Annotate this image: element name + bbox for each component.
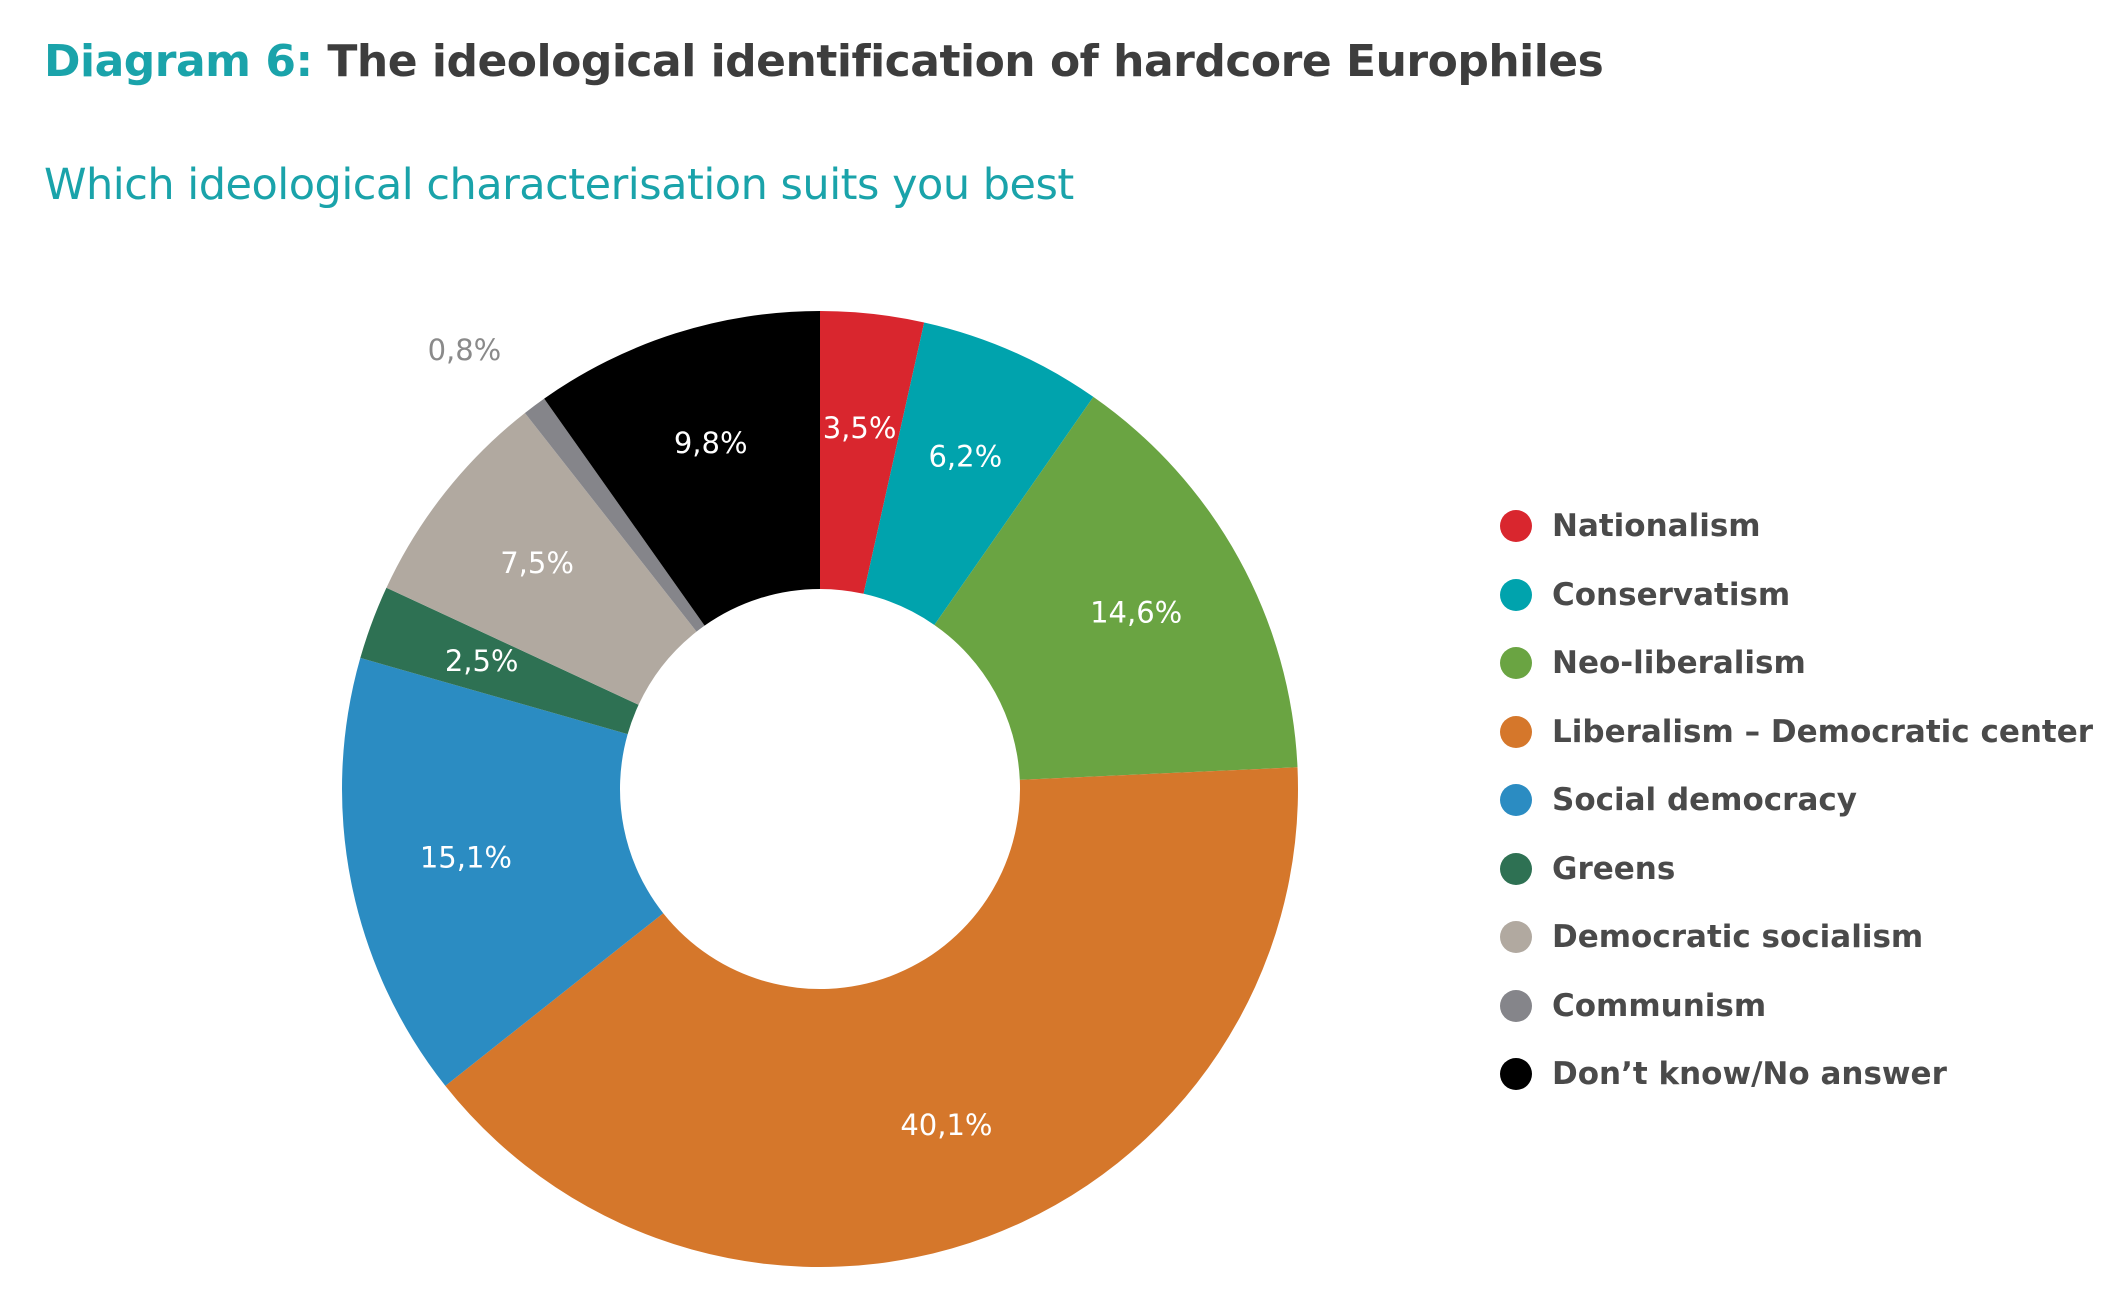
legend-item-nationalism: Nationalism bbox=[1500, 492, 2093, 561]
legend-label: Nationalism bbox=[1552, 508, 1761, 545]
slice-communism bbox=[524, 398, 705, 632]
slice-social-democracy bbox=[341, 657, 664, 1086]
data-label-social-democracy: 15,1% bbox=[420, 840, 512, 874]
slice-nationalism bbox=[820, 311, 925, 594]
legend-item-conservatism: Conservatism bbox=[1500, 561, 2093, 630]
legend-swatch bbox=[1500, 1058, 1532, 1091]
data-label-communism: 0,8% bbox=[428, 333, 502, 367]
data-label-liberalism-democratic-center: 40,1% bbox=[900, 1108, 992, 1142]
legend-label: Liberalism – Democratic center bbox=[1552, 713, 2094, 750]
legend-label: Don’t know/No answer bbox=[1552, 1056, 1947, 1093]
slice-democratic-socialism bbox=[386, 412, 697, 705]
chart-title-text: The ideological identification of hardco… bbox=[327, 36, 1604, 87]
legend-swatch bbox=[1500, 715, 1532, 748]
slice-liberalism-democratic-center bbox=[445, 767, 1298, 1268]
data-label-greens: 2,5% bbox=[445, 644, 519, 678]
donut-chart: 3,5% 6,2% 14,6% 40,1% 15,1% 2,5% 7,5% 0,8% 9,8% bbox=[341, 311, 1298, 1268]
legend-swatch bbox=[1500, 784, 1532, 817]
legend-label: Communism bbox=[1552, 987, 1767, 1024]
legend-swatch bbox=[1500, 921, 1532, 954]
legend-item-neo-liberalism: Neo-liberalism bbox=[1500, 629, 2093, 698]
legend-item-don-t-know-no-answer: Don’t know/No answer bbox=[1500, 1040, 2093, 1109]
legend-label: Conservatism bbox=[1552, 576, 1791, 613]
chart-legend: Nationalism Conservatism Neo-liberalism Lib… bbox=[1500, 492, 2093, 1109]
legend-item-greens: Greens bbox=[1500, 835, 2093, 904]
data-label-nationalism: 3,5% bbox=[823, 411, 897, 445]
legend-swatch bbox=[1500, 989, 1532, 1022]
legend-swatch bbox=[1500, 510, 1532, 543]
legend-label: Neo-liberalism bbox=[1552, 645, 1806, 682]
legend-item-democratic-socialism: Democratic socialism bbox=[1500, 903, 2093, 972]
data-label-don-t-know-no-answer: 9,8% bbox=[674, 426, 748, 460]
legend-label: Democratic socialism bbox=[1552, 919, 1924, 956]
slice-greens bbox=[360, 587, 639, 735]
slice-don-t-know-no-answer bbox=[544, 311, 820, 626]
legend-item-social-democracy: Social democracy bbox=[1500, 766, 2093, 835]
chart-subtitle: Which ideological characterisation suits… bbox=[44, 160, 1074, 210]
legend-item-communism: Communism bbox=[1500, 972, 2093, 1041]
chart-title-prefix: Diagram 6: bbox=[44, 36, 313, 87]
chart-title: Diagram 6: The ideological identificatio… bbox=[44, 36, 1604, 87]
legend-label: Social democracy bbox=[1552, 782, 1857, 819]
legend-swatch bbox=[1500, 852, 1532, 885]
slice-neo-liberalism bbox=[934, 396, 1298, 780]
slice-conservatism bbox=[863, 322, 1094, 625]
legend-swatch bbox=[1500, 578, 1532, 611]
data-label-conservatism: 6,2% bbox=[928, 440, 1002, 474]
data-label-democratic-socialism: 7,5% bbox=[500, 546, 574, 580]
legend-item-liberalism-democratic-center: Liberalism – Democratic center bbox=[1500, 698, 2093, 767]
legend-label: Greens bbox=[1552, 850, 1676, 887]
legend-swatch bbox=[1500, 647, 1532, 680]
data-label-neo-liberalism: 14,6% bbox=[1090, 596, 1182, 630]
